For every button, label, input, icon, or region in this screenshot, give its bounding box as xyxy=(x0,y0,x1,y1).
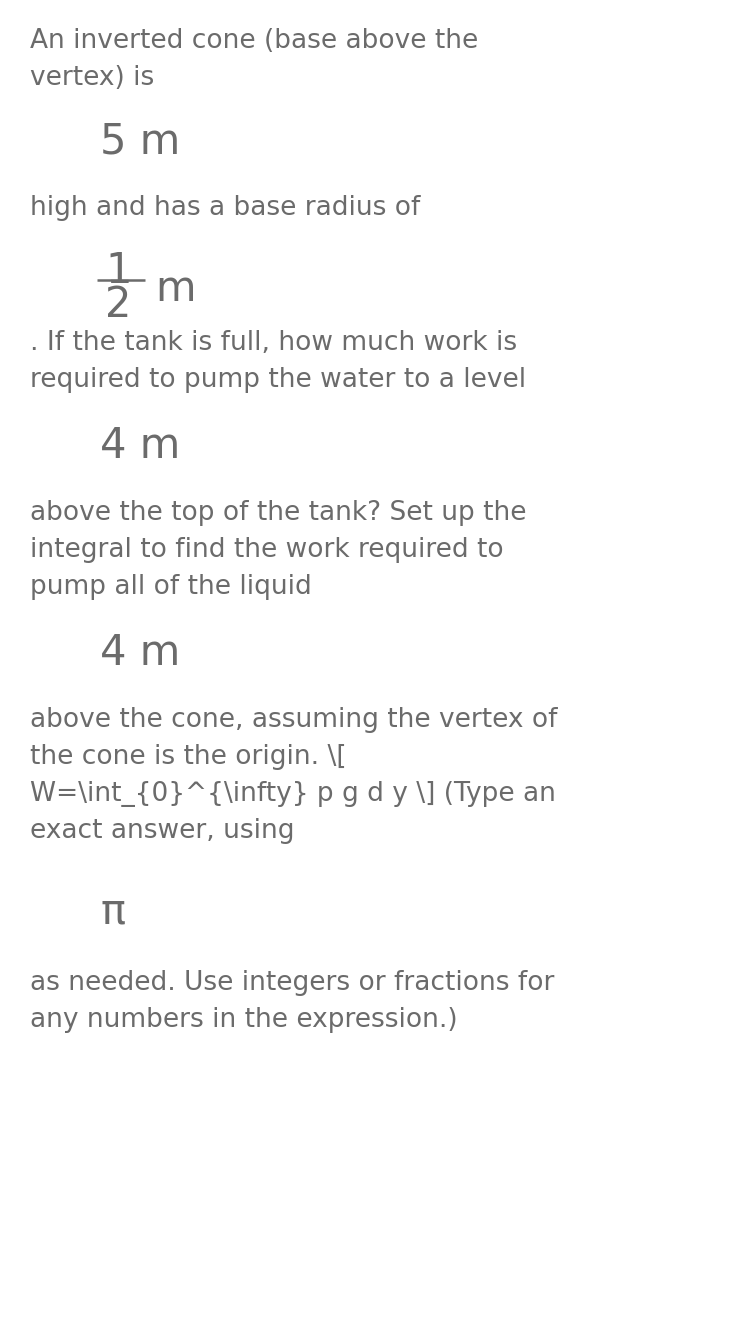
Text: 1: 1 xyxy=(105,249,131,292)
Text: integral to find the work required to: integral to find the work required to xyxy=(30,536,504,563)
Text: 4 m: 4 m xyxy=(100,632,180,675)
Text: any numbers in the expression.): any numbers in the expression.) xyxy=(30,1007,457,1033)
Text: 2: 2 xyxy=(105,284,131,326)
Text: above the cone, assuming the vertex of: above the cone, assuming the vertex of xyxy=(30,707,557,734)
Text: the cone is the origin. \[: the cone is the origin. \[ xyxy=(30,744,347,770)
Text: π: π xyxy=(100,890,125,932)
Text: . If the tank is full, how much work is: . If the tank is full, how much work is xyxy=(30,330,517,355)
Text: exact answer, using: exact answer, using xyxy=(30,818,294,843)
Text: 5 m: 5 m xyxy=(100,119,180,162)
Text: above the top of the tank? Set up the: above the top of the tank? Set up the xyxy=(30,500,526,526)
Text: pump all of the liquid: pump all of the liquid xyxy=(30,574,312,599)
Text: 4 m: 4 m xyxy=(100,425,180,467)
Text: m: m xyxy=(155,268,195,310)
Text: required to pump the water to a level: required to pump the water to a level xyxy=(30,367,526,393)
Text: high and has a base radius of: high and has a base radius of xyxy=(30,194,421,221)
Text: vertex) is: vertex) is xyxy=(30,64,154,91)
Text: W=\int_{0}^{\infty} p g d y \] (Type an: W=\int_{0}^{\infty} p g d y \] (Type an xyxy=(30,780,556,807)
Text: as needed. Use integers or fractions for: as needed. Use integers or fractions for xyxy=(30,970,554,996)
Text: An inverted cone (base above the: An inverted cone (base above the xyxy=(30,28,478,54)
